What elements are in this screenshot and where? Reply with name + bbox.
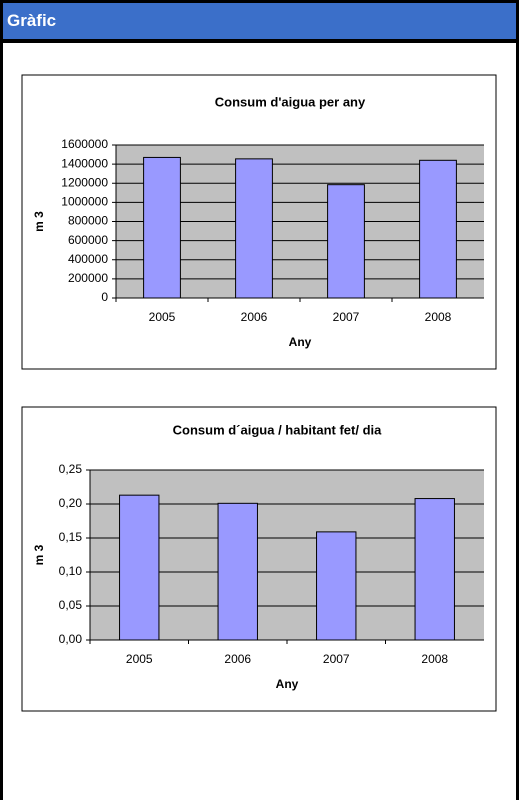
y-axis-label: m 3 [32,544,46,565]
y-tick-label: 0,05 [59,598,83,612]
y-tick-label: 1200000 [61,175,108,189]
y-tick-label: 1400000 [61,156,108,170]
bar [414,498,455,641]
x-tick-label: 2008 [425,310,452,324]
y-tick-label: 200000 [68,271,108,285]
bar [217,502,258,641]
y-tick-label: 400000 [68,252,108,266]
bar [316,531,357,641]
y-tick-label: 0,10 [59,564,83,578]
x-tick-label: 2005 [126,652,153,666]
y-tick-label: 0,25 [59,462,83,476]
y-tick-label: 800000 [68,214,108,228]
y-tick-label: 0 [101,290,108,304]
bar [143,156,181,299]
header-title: Gràfic [3,3,516,43]
chart-title: Consum d'aigua per any [215,94,366,109]
y-tick-label: 600000 [68,233,108,247]
x-tick-label: 2006 [241,310,268,324]
chart-title: Consum d´aigua / habitant fet/ dia [173,422,383,437]
x-axis-label: Any [276,677,299,691]
x-tick-label: 2007 [323,652,350,666]
x-tick-label: 2007 [333,310,360,324]
bar [119,494,160,641]
y-tick-label: 0,20 [59,496,83,510]
y-axis-label: m 3 [32,211,46,232]
y-tick-label: 0,15 [59,530,83,544]
x-tick-label: 2006 [224,652,251,666]
x-axis-label: Any [289,335,312,349]
x-tick-label: 2008 [421,652,448,666]
charts: Consum d'aigua per any 0 200000 400000 60000… [21,74,497,712]
y-tick-label: 0,00 [59,632,83,646]
bar [327,184,365,299]
y-tick-label: 1600000 [61,137,108,151]
bar [419,159,457,299]
bar [235,158,273,299]
x-tick-label: 2005 [149,310,176,324]
y-tick-label: 1000000 [61,195,108,209]
